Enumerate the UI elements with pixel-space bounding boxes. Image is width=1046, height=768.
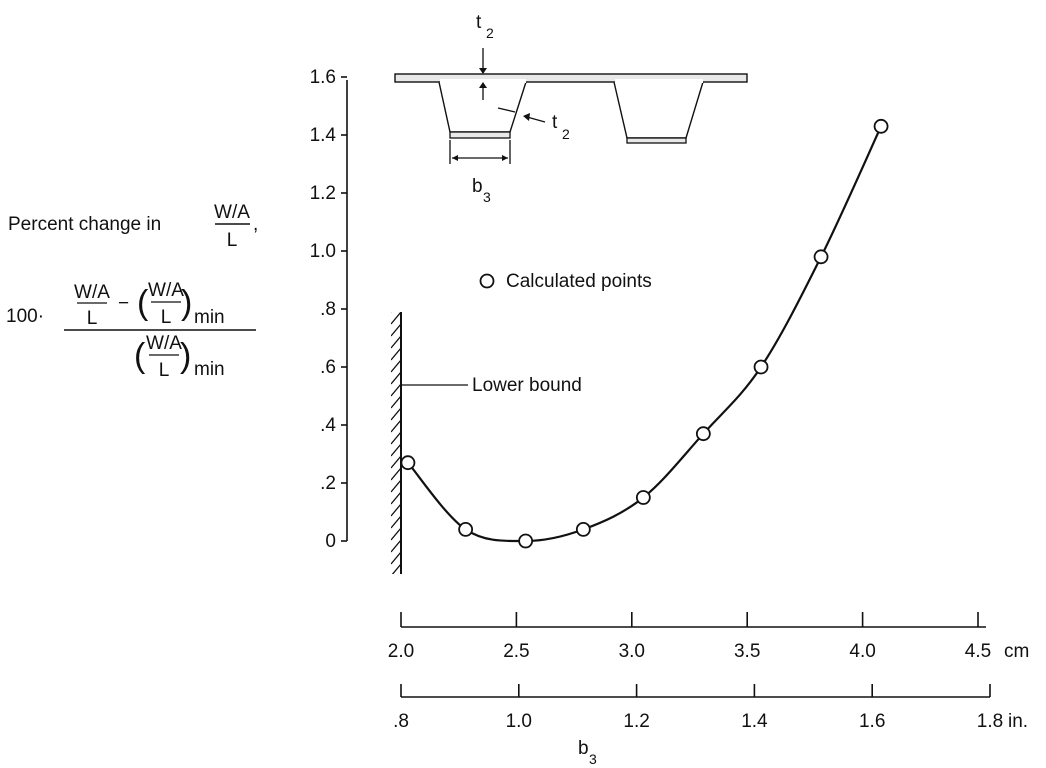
svg-text:(: ( — [137, 284, 149, 322]
y-axis-label: Percent change in W/A L , 100· W/A L − (… — [6, 202, 258, 381]
legend-label: Calculated points — [506, 271, 652, 292]
ylabel-num-d: L — [161, 307, 172, 328]
series-calculated-points — [400, 118, 889, 549]
x-axis-in: .8 1.0 1.2 1.4 1.6 1.8 in. — [393, 684, 1028, 732]
ylabel-prefix: 100· — [6, 306, 44, 327]
x-axis-cm: 2.0 2.5 3.0 3.5 4.0 4.5 cm — [388, 612, 1029, 662]
ylabel-frac-bottom: L — [227, 230, 238, 251]
lower-bound-wall — [391, 312, 402, 574]
x-in-tick-label: 1.6 — [859, 711, 885, 732]
x-cm-tick-label: 3.0 — [619, 641, 645, 662]
data-point — [695, 426, 711, 442]
data-point — [873, 118, 889, 134]
y-tick-label: .6 — [320, 357, 336, 378]
ylabel-min-1: min — [194, 307, 225, 328]
inset-b3: b — [472, 176, 483, 197]
inset-t2-side: t — [552, 112, 558, 133]
x-cm-tick-label: 4.0 — [849, 641, 875, 662]
x-in-tick-label: 1.4 — [741, 711, 768, 732]
y-tick-label: 1.4 — [310, 125, 337, 146]
svg-text:(: ( — [134, 337, 146, 375]
x-in-tick-label: 1.8 — [977, 711, 1003, 732]
svg-text:2: 2 — [562, 126, 570, 142]
svg-text:,: , — [253, 214, 258, 235]
y-tick-label: 1.2 — [310, 183, 336, 204]
x-cm-unit: cm — [1004, 641, 1029, 662]
ylabel-num-c: W/A — [148, 280, 184, 301]
svg-text:2: 2 — [486, 25, 494, 41]
svg-text:3: 3 — [483, 189, 491, 205]
x-cm-tick-label: 2.0 — [388, 641, 414, 662]
svg-text:): ) — [180, 337, 191, 375]
ylabel-den-b: L — [159, 360, 170, 381]
data-point — [753, 359, 769, 375]
fitted-curve — [407, 125, 883, 543]
x-axis-title: b — [578, 738, 589, 759]
inset-t2-top: t — [476, 12, 482, 33]
data-point — [575, 522, 591, 537]
x-in-tick-label: 1.2 — [623, 711, 649, 732]
inset-cross-section: t 2 t 2 b 3 — [394, 12, 748, 205]
x-in-tick-label: 1.0 — [506, 711, 532, 732]
ylabel-frac-top: W/A — [214, 202, 250, 223]
ylabel-den-a: W/A — [146, 333, 182, 354]
data-point — [635, 490, 651, 505]
y-axis: 0 .2 .4 .6 .8 1.0 1.2 1.4 1.6 — [310, 67, 348, 552]
data-point — [400, 455, 416, 471]
y-tick-label: .2 — [320, 473, 336, 494]
ylabel-num-a: W/A — [74, 282, 110, 303]
data-point — [458, 522, 474, 537]
ylabel-line1: Percent change in — [8, 214, 161, 235]
y-tick-label: .8 — [320, 299, 336, 320]
svg-text:): ) — [181, 284, 192, 322]
data-point — [518, 533, 534, 549]
x-in-tick-label: .8 — [393, 711, 409, 732]
x-cm-tick-label: 4.5 — [965, 641, 991, 662]
legend-marker — [479, 273, 495, 289]
ylabel-minus: − — [118, 293, 129, 314]
x-cm-tick-label: 3.5 — [734, 641, 760, 662]
x-axis-title-sub: 3 — [589, 751, 597, 767]
ylabel-min-2: min — [194, 359, 225, 380]
legend: Calculated points — [479, 271, 652, 292]
x-in-unit: in. — [1008, 711, 1028, 732]
y-tick-label: 1.6 — [310, 67, 336, 88]
lower-bound-label: Lower bound — [472, 375, 582, 396]
y-tick-label: .4 — [320, 415, 336, 436]
x-cm-tick-label: 2.5 — [503, 641, 529, 662]
y-tick-label: 0 — [325, 531, 336, 552]
y-tick-label: 1.0 — [310, 241, 336, 262]
data-point — [813, 249, 829, 265]
ylabel-num-b: L — [87, 308, 98, 329]
